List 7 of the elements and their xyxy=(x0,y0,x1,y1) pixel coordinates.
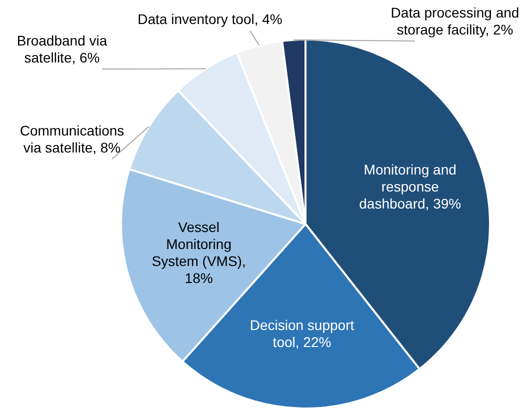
slice-label: Communications via satellite, 8% xyxy=(20,122,124,156)
slice-label: Decision support tool, 22% xyxy=(250,317,354,350)
slice-label: Data processing and storage facility, 2% xyxy=(390,4,520,38)
slice-label: Broadband via satellite, 6% xyxy=(16,32,108,66)
slice-label: Data inventory tool, 4% xyxy=(138,10,282,27)
slice-label: Monitoring and response dashboard, 39% xyxy=(359,162,462,212)
slice-label: Vessel Monitoring System (VMS), 18% xyxy=(152,218,246,286)
